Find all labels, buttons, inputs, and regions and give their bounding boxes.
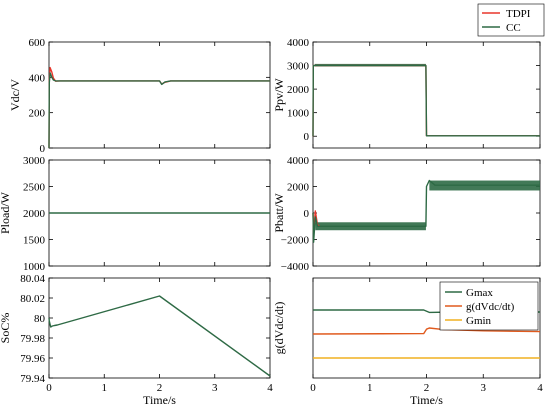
y-tick-label: 1000: [23, 261, 46, 273]
y-tick-label: 0: [304, 208, 310, 220]
y-tick-label: 200: [29, 108, 46, 120]
figure-legend: TDPI CC: [477, 3, 545, 37]
y-tick-label: 2000: [287, 182, 310, 194]
y-tick-label: 2000: [287, 84, 310, 96]
series-line-cc: [312, 179, 540, 243]
panel-pload: 1000 1500 2000 2500 3000 Pload/W: [0, 155, 271, 273]
y-tick-label: 3000: [287, 61, 310, 73]
y-tick-label: 1500: [23, 235, 46, 247]
y-tick-label: 4000: [287, 37, 310, 49]
y-tick-label: 1000: [287, 108, 310, 120]
y-tick-label: 79.96: [20, 353, 45, 365]
plot-frame: [48, 41, 271, 149]
y-tick-label: −2000: [281, 235, 310, 247]
panel-ppv: 0 1000 2000 3000 4000 Ppv/W: [272, 37, 541, 149]
y-tick-label: −4000: [281, 261, 310, 273]
y-axis-title: g(dVdc/dt): [272, 302, 286, 355]
y-tick-label: 2500: [23, 182, 46, 194]
y-tick-label: 0: [40, 143, 46, 155]
x-tick-label: 2: [424, 382, 430, 394]
y-tick-label: 3000: [23, 155, 46, 167]
series-line-g: [312, 327, 541, 335]
y-tick-label: 79.94: [20, 373, 45, 385]
x-axis-title: Time/s: [410, 393, 443, 407]
y-axis-title: Pbatt/W: [272, 193, 286, 233]
y-tick-label: 80.04: [20, 273, 45, 285]
y-axis-title: Vdc/V: [8, 79, 22, 111]
y-tick-label: 80.02: [20, 293, 45, 305]
y-tick-label: 80: [34, 313, 46, 325]
x-tick-label: 4: [537, 382, 543, 394]
x-tick-label: 2: [157, 382, 163, 394]
legend-label: Gmax: [466, 287, 493, 299]
y-axis-title: Pload/W: [0, 191, 12, 234]
y-tick-label: 600: [29, 37, 46, 49]
legend-box: [477, 3, 545, 37]
panel-legend: Gmax g(dVdc/dt) Gmin: [439, 281, 539, 331]
plot-frame: [48, 277, 271, 379]
series-line-cc: [312, 64, 540, 137]
legend-label: CC: [506, 22, 521, 34]
legend-label: Gmin: [466, 315, 492, 327]
x-tick-label: 1: [102, 382, 108, 394]
x-tick-label: 0: [46, 382, 52, 394]
x-tick-label: 1: [367, 382, 373, 394]
y-axis-title: SoC%: [0, 313, 12, 344]
y-tick-label: 0: [304, 131, 310, 143]
series-line-cc: [48, 295, 271, 377]
panel-soc: 0 1 2 3 4 79.94 79.96 79.98 80 80.02 80.04 SoC% Time…: [0, 273, 273, 407]
series-line-cc: [48, 72, 270, 149]
x-tick-label: 3: [212, 382, 218, 394]
legend-label: TDPI: [506, 8, 531, 20]
panel-gdvdc: 0 1 2 3 4 g(dVdc/dt) Time/s Gmax g(dVdc/dt) Gmin: [272, 277, 543, 407]
y-tick-label: 2000: [23, 208, 46, 220]
y-tick-label: 4000: [287, 155, 310, 167]
x-axis-title: Time/s: [143, 393, 176, 407]
x-tick-label: 0: [310, 382, 316, 394]
y-tick-label: 400: [29, 72, 46, 84]
panel-vdc: 0 200 400 600 Vdc/V: [8, 37, 271, 155]
panel-pbatt: −4000 −2000 0 2000 4000 Pbatt/W: [272, 155, 541, 273]
y-tick-label: 79.98: [20, 333, 45, 345]
x-tick-label: 4: [267, 382, 273, 394]
x-tick-label: 3: [481, 382, 487, 394]
y-axis-title: Ppv/W: [272, 78, 286, 112]
legend-label: g(dVdc/dt): [466, 301, 515, 313]
